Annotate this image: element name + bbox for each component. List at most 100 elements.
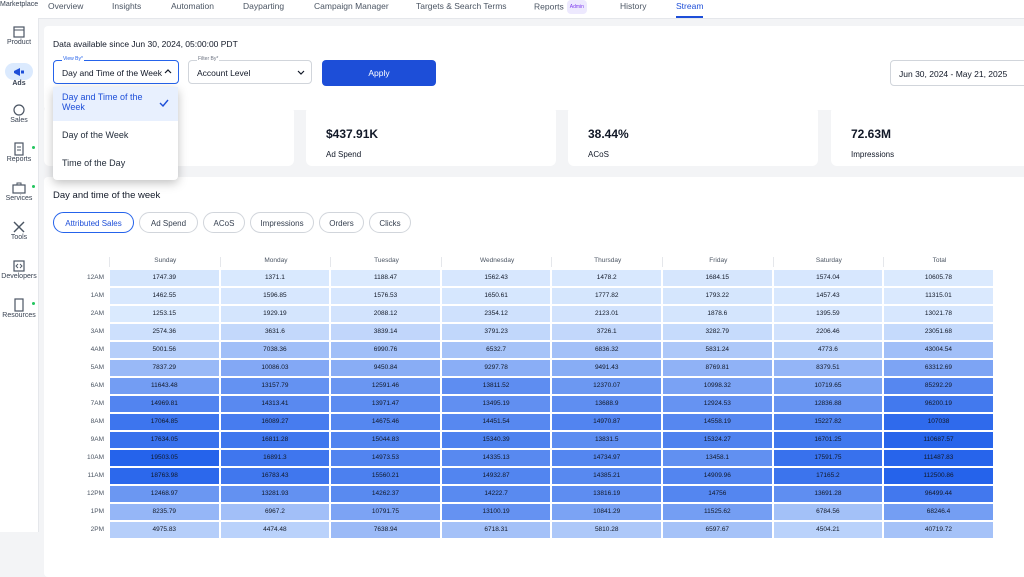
heatmap-cell[interactable]: 68246.4: [883, 503, 994, 521]
heatmap-cell[interactable]: 17634.05: [109, 431, 220, 449]
heatmap-cell[interactable]: 1777.82: [551, 287, 662, 305]
heatmap-cell[interactable]: 23051.68: [883, 323, 994, 341]
heatmap-cell[interactable]: 16783.43: [219, 467, 331, 485]
sidebar-item-marketplace[interactable]: Marketplace: [0, 1, 38, 8]
heatmap-cell[interactable]: 1574.04: [772, 269, 884, 287]
sidebar-item-ads[interactable]: Ads: [0, 63, 38, 87]
heatmap-cell[interactable]: 12370.07: [551, 377, 662, 395]
heatmap-cell[interactable]: 12591.46: [330, 377, 441, 395]
heatmap-cell[interactable]: 6784.56: [772, 503, 884, 521]
heatmap-cell[interactable]: 16811.28: [219, 431, 331, 449]
heatmap-cell[interactable]: 14335.13: [440, 449, 552, 467]
sidebar-item-product[interactable]: Product: [0, 25, 38, 46]
heatmap-cell[interactable]: 1562.43: [440, 269, 552, 287]
heatmap-cell[interactable]: 17165.2: [772, 467, 884, 485]
heatmap-cell[interactable]: 1929.19: [219, 305, 331, 323]
heatmap-cell[interactable]: 4773.6: [772, 341, 884, 359]
dropdown-option-day-time[interactable]: Day and Time of the Week: [53, 87, 178, 121]
tab-history[interactable]: History: [620, 1, 647, 11]
heatmap-cell[interactable]: 13021.78: [883, 305, 994, 323]
sidebar-item-resources[interactable]: Resources: [0, 298, 38, 319]
heatmap-cell[interactable]: 13495.19: [440, 395, 552, 413]
tab-dayparting[interactable]: Dayparting: [243, 1, 285, 11]
heatmap-cell[interactable]: 6532.7: [440, 341, 552, 359]
heatmap-cell[interactable]: 6718.31: [440, 521, 552, 539]
heatmap-cell[interactable]: 10605.78: [883, 269, 994, 287]
heatmap-cell[interactable]: 85292.29: [883, 377, 994, 395]
sidebar-item-reports[interactable]: Reports: [0, 142, 38, 163]
heatmap-cell[interactable]: 13157.79: [219, 377, 331, 395]
heatmap-cell[interactable]: 17591.75: [772, 449, 884, 467]
filter-by-select[interactable]: Filter By* Account Level: [188, 56, 312, 84]
heatmap-cell[interactable]: 5831.24: [662, 341, 773, 359]
heatmap-cell[interactable]: 15560.21: [330, 467, 441, 485]
heatmap-cell[interactable]: 9297.78: [440, 359, 552, 377]
heatmap-cell[interactable]: 40719.72: [883, 521, 994, 539]
dropdown-option-time[interactable]: Time of the Day: [62, 158, 126, 168]
heatmap-cell[interactable]: 2354.12: [440, 305, 552, 323]
heatmap-cell[interactable]: 1650.61: [440, 287, 552, 305]
heatmap-cell[interactable]: 10719.65: [772, 377, 884, 395]
heatmap-cell[interactable]: 9491.43: [551, 359, 662, 377]
heatmap-cell[interactable]: 2123.01: [551, 305, 662, 323]
tab-stream[interactable]: Stream: [676, 1, 704, 18]
heatmap-cell[interactable]: 3726.1: [551, 323, 662, 341]
tab-targets-search-terms[interactable]: Targets & Search Terms: [416, 1, 507, 11]
chip-orders[interactable]: Orders: [319, 212, 364, 233]
heatmap-cell[interactable]: 63312.69: [883, 359, 994, 377]
heatmap-cell[interactable]: 9450.84: [330, 359, 441, 377]
heatmap-cell[interactable]: 7837.29: [109, 359, 220, 377]
heatmap-cell[interactable]: 4474.48: [219, 521, 331, 539]
heatmap-cell[interactable]: 13816.19: [551, 485, 662, 503]
heatmap-cell[interactable]: 6990.76: [330, 341, 441, 359]
heatmap-cell[interactable]: 14973.53: [330, 449, 441, 467]
heatmap-cell[interactable]: 5810.28: [551, 521, 662, 539]
heatmap-cell[interactable]: 96499.44: [883, 485, 994, 503]
heatmap-cell[interactable]: 7038.36: [219, 341, 331, 359]
sidebar-item-developers[interactable]: Developers: [0, 259, 38, 280]
heatmap-cell[interactable]: 8379.51: [772, 359, 884, 377]
heatmap-cell[interactable]: 4504.21: [772, 521, 884, 539]
heatmap-cell[interactable]: 1395.59: [772, 305, 884, 323]
heatmap-cell[interactable]: 3791.23: [440, 323, 552, 341]
heatmap-cell[interactable]: 14222.7: [440, 485, 552, 503]
heatmap-cell[interactable]: 13281.93: [219, 485, 331, 503]
heatmap-cell[interactable]: 14932.87: [440, 467, 552, 485]
heatmap-cell[interactable]: 13831.5: [551, 431, 662, 449]
dropdown-option-day[interactable]: Day of the Week: [62, 130, 129, 140]
heatmap-cell[interactable]: 16891.3: [219, 449, 331, 467]
heatmap-cell[interactable]: 43004.54: [883, 341, 994, 359]
heatmap-cell[interactable]: 5001.56: [109, 341, 220, 359]
heatmap-cell[interactable]: 15340.39: [440, 431, 552, 449]
heatmap-cell[interactable]: 14558.19: [662, 413, 773, 431]
heatmap-cell[interactable]: 14675.46: [330, 413, 441, 431]
sidebar-item-tools[interactable]: Tools: [0, 220, 38, 241]
heatmap-cell[interactable]: 10841.29: [551, 503, 662, 521]
heatmap-cell[interactable]: 12836.88: [772, 395, 884, 413]
heatmap-cell[interactable]: 1596.85: [219, 287, 331, 305]
heatmap-cell[interactable]: 4975.83: [109, 521, 220, 539]
sidebar-item-sales[interactable]: Sales: [0, 103, 38, 124]
heatmap-cell[interactable]: 14756: [662, 485, 773, 503]
heatmap-cell[interactable]: 14909.96: [662, 467, 773, 485]
heatmap-cell[interactable]: 107038: [883, 413, 994, 431]
heatmap-cell[interactable]: 1576.53: [330, 287, 441, 305]
heatmap-cell[interactable]: 1747.39: [109, 269, 220, 287]
chip-acos[interactable]: ACoS: [203, 212, 245, 233]
heatmap-cell[interactable]: 1793.22: [662, 287, 773, 305]
heatmap-cell[interactable]: 12468.97: [109, 485, 220, 503]
heatmap-cell[interactable]: 112500.86: [883, 467, 994, 485]
tab-campaign-manager[interactable]: Campaign Manager: [314, 1, 389, 11]
heatmap-cell[interactable]: 2088.12: [330, 305, 441, 323]
tab-insights[interactable]: Insights: [112, 1, 142, 11]
view-by-select[interactable]: View By* Day and Time of the Week: [53, 56, 179, 84]
heatmap-cell[interactable]: 13971.47: [330, 395, 441, 413]
chip-attributed-sales[interactable]: Attributed Sales: [53, 212, 134, 233]
sidebar-item-services[interactable]: Services: [0, 181, 38, 202]
date-range-picker[interactable]: Jun 30, 2024 - May 21, 2025: [890, 60, 1024, 86]
heatmap-cell[interactable]: 1684.15: [662, 269, 773, 287]
heatmap-cell[interactable]: 16701.25: [772, 431, 884, 449]
tab-reports[interactable]: Reports Admin: [534, 0, 587, 14]
heatmap-cell[interactable]: 96200.19: [883, 395, 994, 413]
heatmap-cell[interactable]: 7638.94: [330, 521, 441, 539]
